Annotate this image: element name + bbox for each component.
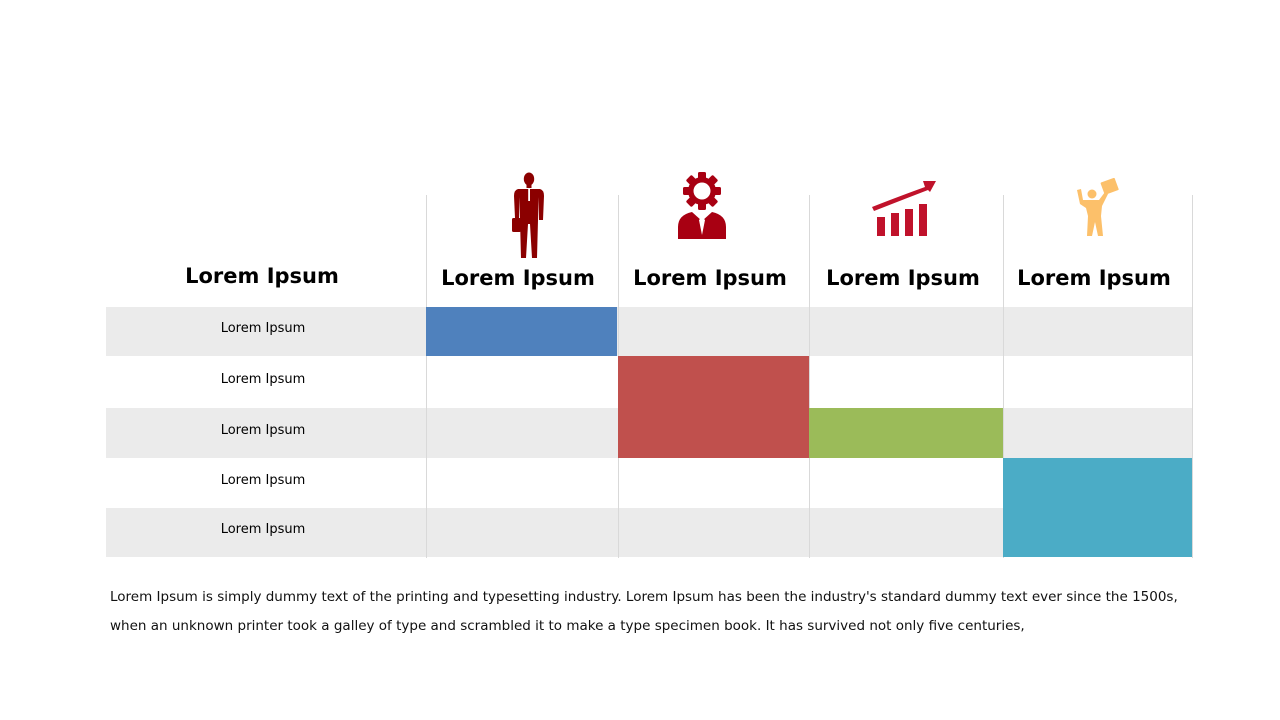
businessman-icon xyxy=(512,172,544,258)
highlight-block-blue xyxy=(426,307,617,356)
column-header-4: Lorem Ipsum xyxy=(1017,266,1171,290)
row-label-2: Lorem Ipsum xyxy=(220,372,306,387)
row-label-5: Lorem Ipsum xyxy=(220,522,306,537)
row-label-4: Lorem Ipsum xyxy=(220,473,306,488)
column-divider xyxy=(426,195,427,558)
highlight-block-teal xyxy=(1003,458,1192,557)
corner-header: Lorem Ipsum xyxy=(185,264,339,288)
column-header-1: Lorem Ipsum xyxy=(441,266,595,290)
highlight-block-red xyxy=(618,356,809,458)
column-divider xyxy=(1192,195,1193,558)
column-header-3: Lorem Ipsum xyxy=(826,266,980,290)
row-label-1: Lorem Ipsum xyxy=(220,321,306,336)
celebrating-person-icon xyxy=(1077,178,1119,236)
column-divider xyxy=(1003,195,1004,558)
row-label-3: Lorem Ipsum xyxy=(220,423,306,438)
footnote-text: Lorem Ipsum is simply dummy text of the … xyxy=(110,589,1178,634)
highlight-block-green xyxy=(809,408,1003,458)
growth-chart-icon xyxy=(872,181,936,236)
gear-head-icon xyxy=(678,172,726,239)
row-stripe-1 xyxy=(106,307,1193,356)
column-header-2: Lorem Ipsum xyxy=(633,266,787,290)
column-divider xyxy=(809,195,810,558)
